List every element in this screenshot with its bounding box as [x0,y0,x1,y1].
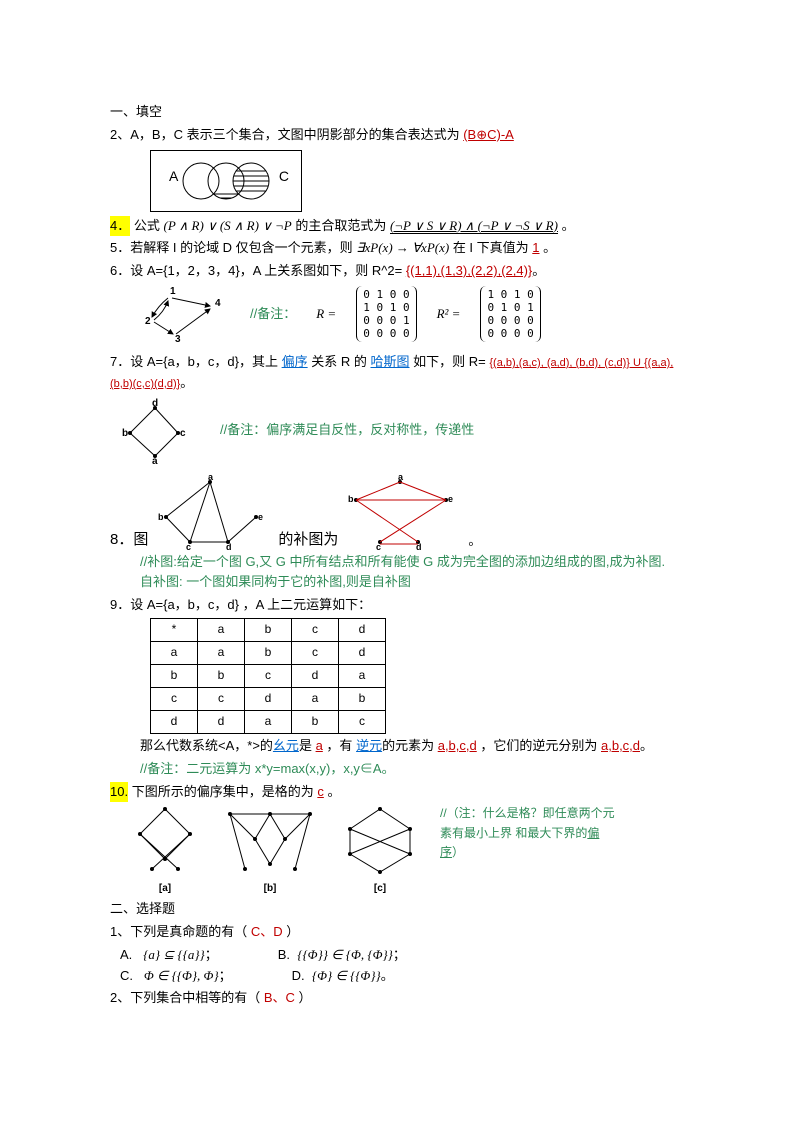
q5-formula: ∃xP(x) → ∀xP(x) [356,240,449,255]
q4-pre: 公式 [134,218,160,233]
s1: 1、下列是真命题的有（ C、D ） [110,922,690,943]
q7-mid2: 如下，则 R= [413,354,486,369]
venn-a: A [169,165,178,187]
q7-link2[interactable]: 哈斯图 [371,354,410,369]
section-1-title: 一、填空 [110,102,690,123]
q2: 2、A，B，C 表示三个集合，文图中阴影部分的集合表达式为 (B⊕C)-A [110,125,690,146]
q10-lattice-b [220,804,320,874]
q7-link1[interactable]: 偏序 [282,354,308,369]
q2-answer: (B⊕C)-A [463,127,514,142]
q9-table: *abcd aabcd bbcda ccdab ddabc [150,618,386,734]
svg-text:1: 1 [170,286,176,297]
q6-R-label: R = [316,304,336,325]
q8-graph-right: a b e c d [348,472,458,552]
q9-line: 那么代数系统<A，*>的幺元是 a ，有 逆元的元素为 a,b,c,d ，它们的… [140,736,690,757]
section-2-title: 二、选择题 [110,899,690,920]
svg-text:4: 4 [215,298,221,309]
q8-graph-left: a b e c d [158,472,268,552]
q10-row: [a] [b] [c] //（注：什么是格？即任意两个元素有最小上界 和最大下界… [130,804,690,897]
s2: 2、下列集合中相等的有（ B、C ） [110,988,690,1009]
q6-figure-row: 1 4 2 3 //备注： R = 0 1 0 01 0 1 00 0 0 10… [140,284,690,344]
q10-lattice-c [340,804,420,874]
q10-num: 10. [110,782,128,803]
q4-formula: (P ∧ R) ∨ (S ∧ R) ∨ ¬P [164,218,292,233]
q4: 4． 公式 (P ∧ R) ∨ (S ∧ R) ∨ ¬P 的主合取范式为 (¬P… [110,216,690,237]
venn-diagram: A C [150,150,302,212]
svg-text:b: b [348,494,354,504]
svg-text:e: e [448,494,453,504]
venn-c: C [279,165,289,187]
q5-dot: 。 [543,240,556,255]
q7-hasse: d b c a [120,396,190,466]
q9-note: //备注：二元运算为 x*y=max(x,y)，x,y∈A。 [140,759,690,780]
q8-pre: 8．图 [110,528,148,552]
s1-row2: C. Φ ∈ {{Φ}, Φ}； D. {Φ} ∈ {{Φ}}。 [120,966,690,987]
s1-row1: A. {a} ⊆ {{a}}； B. {{Φ}} ∈ {Φ, {Φ}}； [120,945,690,966]
q6-graph: 1 4 2 3 [140,284,230,344]
q8-mid: 的补图为 [278,528,338,552]
q8-row: 8．图 a b e c d 的补图为 a b e c d 。 [110,472,690,552]
q7: 7．设 A={a，b，c，d}，其上 偏序 关系 R 的 哈斯图 如下，则 R=… [110,352,690,394]
q9-text: 9．设 A={a，b，c，d} ，A 上二元运算如下： [110,595,690,616]
q6-note: //备注： [250,304,296,325]
q8-dot: 。 [468,531,481,552]
q8-note1: //补图:给定一个图 G,又 G 中所有结点和所有能使 G 成为完全图的添加边组… [140,552,690,573]
svg-text:b: b [122,428,128,439]
q4-num: 4． [110,216,130,237]
q10-ans: c [317,784,324,799]
q6: 6．设 A={1，2，3，4}，A 上关系图如下，则 R^2= {(1,1),(… [110,261,690,282]
q6-R2-matrix: 1 0 1 00 1 0 10 0 0 00 0 0 0 [480,286,540,343]
q4-mid: 的主合取范式为 [295,218,386,233]
q5-pre: 5．若解释 I 的论域 D 仅包含一个元素，则 [110,240,356,255]
svg-text:b: b [158,512,164,522]
q10: 10. 下图所示的偏序集中，是格的为 c 。 [110,782,690,803]
q5-ans: 1 [532,240,539,255]
svg-text:2: 2 [145,316,151,327]
q10-dot: 。 [327,784,340,799]
svg-text:3: 3 [175,334,181,345]
q5-mid: 在 I 下真值为 [453,240,529,255]
q6-ans: {(1,1),(1,3),(2,2),(2,4)} [406,263,532,278]
q7-pre: 7．设 A={a，b，c，d}，其上 [110,354,278,369]
q6-text: 6．设 A={1，2，3，4}，A 上关系图如下，则 R^2= [110,263,402,278]
q4-dot: 。 [562,218,575,233]
q10-lattice-a [130,804,200,874]
q6-R-matrix: 0 1 0 01 0 1 00 0 0 10 0 0 0 [356,286,416,343]
q5: 5．若解释 I 的论域 D 仅包含一个元素，则 ∃xP(x) → ∀xP(x) … [110,238,690,259]
svg-text:c: c [180,428,186,439]
q10-note: //（注：什么是格？即任意两个元素有最小上界 和最大下界的偏序） [440,804,620,862]
q2-text: 2、A，B，C 表示三个集合，文图中阴影部分的集合表达式为 [110,127,460,142]
q10-text: 下图所示的偏序集中，是格的为 [132,784,314,799]
q7-mid1: 关系 R 的 [311,354,367,369]
q8-note2: 自补图: 一个图如果同构于它的补图,则是自补图 [140,572,690,593]
q7-figure-row: d b c a //备注：偏序满足自反性，反对称性，传递性 [120,396,690,466]
q6-R2-label: R² = [437,304,461,325]
q7-note: //备注：偏序满足自反性，反对称性，传递性 [220,420,474,441]
q4-ans: (¬P ∨ S ∨ R) ∧ (¬P ∨ ¬S ∨ R) [390,218,558,234]
svg-text:e: e [258,512,263,522]
